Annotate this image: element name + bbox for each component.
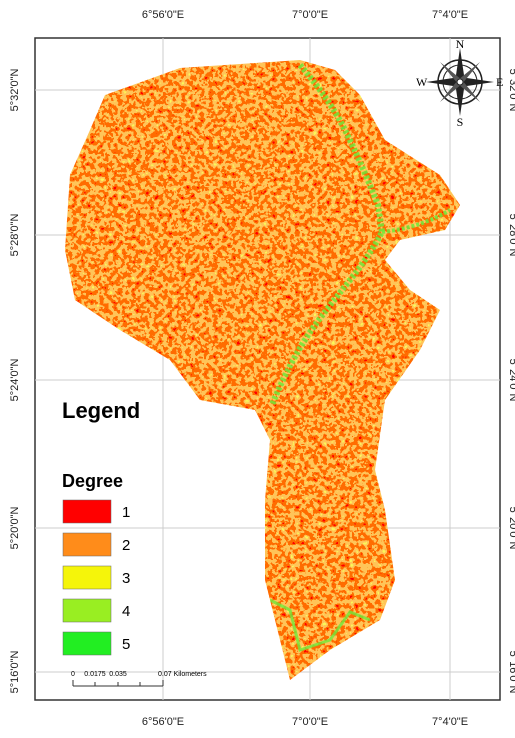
left-coord-label: 5°24'0"N bbox=[9, 359, 21, 402]
right-coord-label: 5°16'0"N bbox=[507, 651, 515, 694]
legend-label: 2 bbox=[122, 537, 130, 554]
left-coord-label: 5°20'0"N bbox=[9, 507, 21, 550]
legend-subtitle: Degree bbox=[62, 471, 123, 491]
left-coord-label: 5°28'0"N bbox=[9, 214, 21, 257]
legend-label: 3 bbox=[122, 570, 130, 587]
bottom-coord-label: 6°56'0"E bbox=[142, 716, 184, 728]
top-coord-label: 6°56'0"E bbox=[142, 9, 184, 21]
legend-title: Legend bbox=[62, 398, 140, 423]
legend-swatch bbox=[63, 599, 111, 622]
top-coord-label: 7°0'0"E bbox=[292, 9, 328, 21]
legend-swatch bbox=[63, 566, 111, 589]
legend-label: 4 bbox=[122, 603, 130, 620]
right-coord-label: 5°20'0"N bbox=[507, 507, 515, 550]
scale-label: 0.07 Kilometers bbox=[158, 671, 207, 678]
bottom-coord-label: 7°0'0"E bbox=[292, 716, 328, 728]
right-coord-label: 5°32'0"N bbox=[507, 69, 515, 112]
compass-south: S bbox=[457, 115, 464, 129]
left-coord-label: 5°32'0"N bbox=[9, 69, 21, 112]
right-coord-label: 5°28'0"N bbox=[507, 214, 515, 257]
map-figure: 6°56'0"E 7°0'0"E 7°4'0"E 6°56'0"E 7°0'0"… bbox=[0, 0, 515, 738]
scale-label: 0 bbox=[71, 671, 75, 678]
legend-swatch bbox=[63, 500, 111, 523]
compass-west: W bbox=[416, 75, 428, 89]
bottom-coord-label: 7°4'0"E bbox=[432, 716, 468, 728]
compass-north: N bbox=[456, 37, 465, 51]
right-coord-label: 5°24'0"N bbox=[507, 359, 515, 402]
legend-label: 5 bbox=[122, 636, 130, 653]
left-coord-label: 5°16'0"N bbox=[9, 651, 21, 694]
compass-east: E bbox=[496, 75, 503, 89]
scale-label: 0.035 bbox=[109, 671, 127, 678]
scale-label: 0.0175 bbox=[84, 671, 106, 678]
legend-swatch bbox=[63, 533, 111, 556]
top-coord-label: 7°4'0"E bbox=[432, 9, 468, 21]
legend-swatch bbox=[63, 632, 111, 655]
legend-label: 1 bbox=[122, 504, 130, 521]
